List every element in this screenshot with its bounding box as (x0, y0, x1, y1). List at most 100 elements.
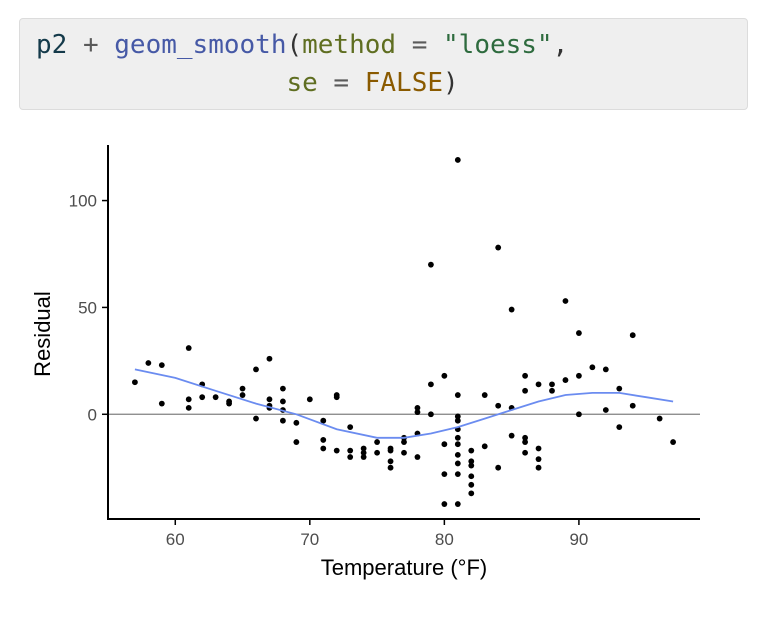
y-tick-label: 50 (78, 298, 97, 317)
data-point (320, 437, 327, 443)
data-point (535, 445, 542, 452)
data-point (441, 372, 448, 379)
code-token: se (286, 68, 318, 98)
y-tick-label: 0 (88, 405, 97, 424)
data-point (454, 413, 461, 420)
data-point (266, 396, 273, 403)
data-point (185, 396, 192, 403)
data-point (132, 379, 138, 386)
data-point (239, 392, 246, 398)
data-point (481, 443, 488, 450)
data-point (199, 394, 206, 401)
data-point (360, 449, 367, 456)
data-point (468, 458, 475, 465)
x-tick-label: 60 (166, 530, 185, 549)
data-point (226, 398, 232, 405)
code-token (36, 68, 286, 98)
data-point (320, 417, 327, 424)
data-point (495, 244, 502, 251)
data-point (253, 366, 259, 373)
data-point (616, 424, 623, 431)
data-point (428, 381, 434, 388)
data-point (508, 432, 515, 439)
data-point (387, 447, 394, 454)
data-point (549, 387, 555, 394)
x-tick-label: 70 (300, 530, 319, 549)
data-point (293, 419, 300, 426)
data-point (535, 381, 542, 388)
data-point (481, 392, 488, 398)
data-point (454, 434, 461, 441)
data-point (454, 441, 461, 448)
data-point (320, 445, 327, 452)
data-point (428, 261, 434, 268)
data-point (333, 447, 340, 454)
data-point (401, 439, 407, 445)
data-point (549, 381, 555, 388)
data-point (522, 439, 528, 445)
data-point (629, 402, 636, 409)
x-tick-label: 80 (435, 530, 454, 549)
code-token: FALSE (364, 68, 444, 98)
data-point (387, 458, 394, 465)
code-token: = (396, 30, 444, 60)
data-point (414, 454, 421, 460)
data-point (602, 407, 609, 413)
data-point (522, 449, 528, 456)
data-point (562, 298, 569, 304)
loess-smooth-line (134, 368, 674, 439)
data-point (360, 454, 367, 460)
data-point (212, 394, 219, 401)
data-point (239, 385, 246, 392)
data-point (670, 439, 676, 445)
data-point (454, 451, 461, 458)
scatter-plot: 60 70 80 90 0 50 100 Temperature (°F) Residua… (30, 145, 700, 580)
data-point (414, 409, 421, 416)
data-point (428, 411, 434, 418)
code-token: ) (443, 68, 459, 98)
data-point (347, 424, 354, 431)
data-point (535, 456, 542, 463)
data-point (589, 364, 596, 371)
data-point (535, 464, 542, 471)
code-block: p2 + geom_smooth(method = "loess", se = … (19, 18, 748, 110)
data-point (468, 462, 475, 469)
data-point (454, 157, 461, 163)
data-point (347, 454, 354, 460)
data-point (522, 434, 528, 441)
data-point (441, 501, 448, 507)
x-tick-label: 90 (569, 530, 588, 549)
code-token: = (317, 68, 365, 98)
data-point (454, 501, 461, 507)
data-point (185, 404, 192, 411)
data-point (401, 449, 407, 456)
data-point (468, 490, 475, 497)
data-point (522, 372, 528, 379)
data-point (562, 377, 569, 383)
data-point (522, 387, 528, 394)
data-point (145, 360, 152, 366)
data-point (454, 417, 461, 424)
data-point (454, 460, 461, 467)
code-token: p2 (36, 30, 68, 60)
data-point (158, 400, 165, 407)
code-line-1: p2 + geom_smooth(method = "loess", (36, 30, 568, 60)
code-token: method (302, 30, 397, 60)
data-point (360, 445, 367, 452)
data-point (387, 464, 394, 471)
data-point (656, 415, 663, 422)
data-point (454, 471, 461, 478)
data-point (441, 441, 448, 448)
data-point (508, 306, 515, 313)
plot-panel (108, 157, 700, 507)
code-token: ( (286, 30, 303, 60)
data-point (495, 402, 502, 409)
data-point (280, 398, 286, 405)
data-point (158, 362, 165, 369)
data-point (280, 417, 286, 424)
data-point (414, 404, 421, 411)
code-token: "loess" (443, 30, 553, 60)
data-point (454, 392, 461, 398)
data-point (374, 439, 380, 445)
data-point (293, 439, 300, 445)
